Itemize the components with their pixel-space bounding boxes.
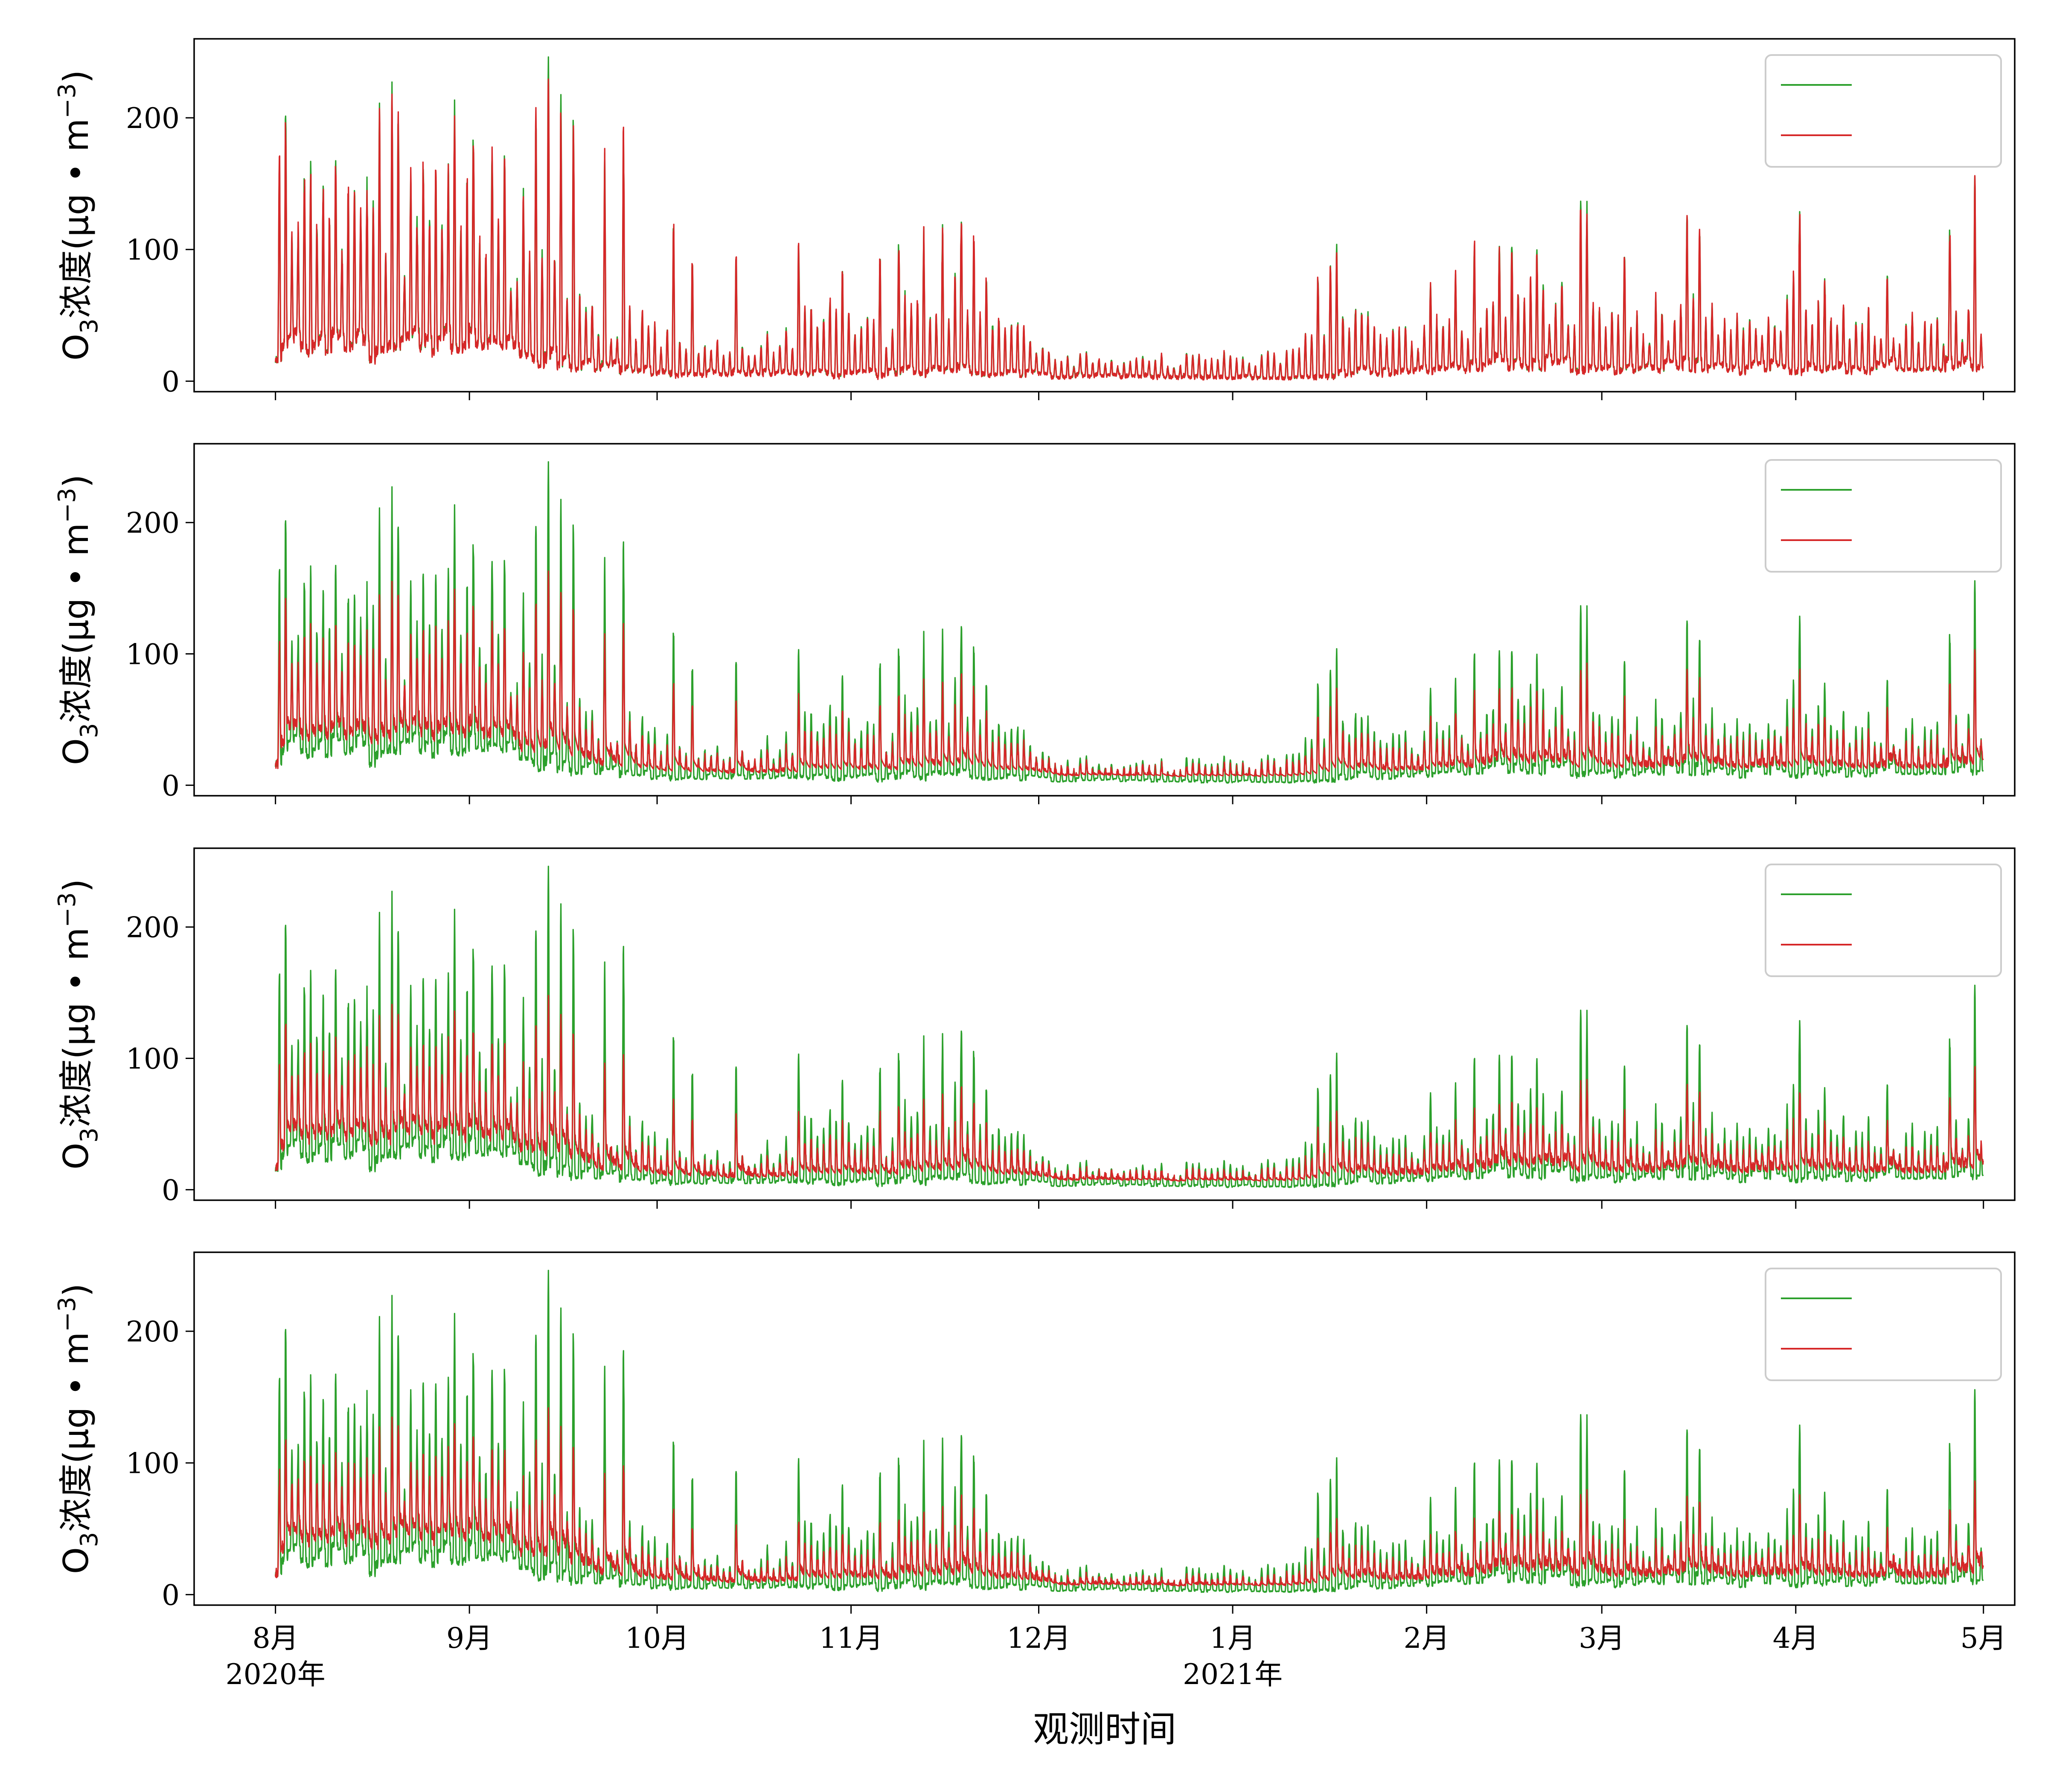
y-tick-label: 0 xyxy=(162,1174,180,1207)
y-tick-label: 100 xyxy=(126,638,180,671)
y-tick-label: 0 xyxy=(162,769,180,802)
x-tick-label: 12月 xyxy=(1007,1622,1071,1655)
x-tick-label: 9月 xyxy=(446,1622,492,1655)
plot-frame xyxy=(193,847,2016,1201)
legend xyxy=(1765,459,2002,573)
legend-box xyxy=(1765,1268,2002,1381)
y-tick-label: 200 xyxy=(126,507,180,540)
series-line-predicted xyxy=(275,995,1984,1182)
x-tick-label: 2月 xyxy=(1404,1622,1450,1655)
y-tick-label: 0 xyxy=(162,1579,180,1612)
x-tick-label: 11月 xyxy=(819,1622,883,1655)
plot-frame xyxy=(193,38,2016,393)
series-line-observed xyxy=(275,56,1984,380)
y-axis-label: O3浓度(μg • m−3) xyxy=(53,879,103,1169)
y-tick-label: 100 xyxy=(126,234,180,267)
series-line-observed xyxy=(275,461,1984,784)
chart-panel-3: 0 100 200 O3浓度(μg • m−3) xyxy=(53,847,2016,1209)
x-year-label: 2020年 xyxy=(226,1658,326,1691)
series-line-predicted xyxy=(275,1407,1984,1587)
y-tick-label: 100 xyxy=(126,1447,180,1480)
chart-panel-2: 0 100 200 O3浓度(μg • m−3) xyxy=(53,443,2016,804)
x-year-label: 2021年 xyxy=(1183,1658,1283,1691)
legend-box xyxy=(1765,864,2002,977)
plot-frame xyxy=(193,443,2016,797)
x-tick-label: 5月 xyxy=(1961,1622,2007,1655)
series-line-predicted xyxy=(275,570,1984,777)
legend xyxy=(1765,1268,2002,1381)
y-tick-label: 200 xyxy=(126,911,180,944)
legend-box xyxy=(1765,459,2002,573)
x-axis-label: 观测时间 xyxy=(1033,1708,1176,1750)
x-tick-label: 4月 xyxy=(1773,1622,1819,1655)
y-axis-label: O3浓度(μg • m−3) xyxy=(53,1283,103,1574)
legend-box xyxy=(1765,54,2002,168)
chart-panel-4: 0 100 200 8月 9月 10月 11月 12月 1月 2月 3月 4月 5月 2020年 2021年… xyxy=(53,1251,2016,1691)
series-line-predicted xyxy=(275,79,1984,381)
legend xyxy=(1765,864,2002,977)
y-tick-label: 200 xyxy=(126,102,180,135)
x-tick-label: 1月 xyxy=(1210,1622,1256,1655)
x-tick-label: 3月 xyxy=(1579,1622,1625,1655)
chart-panel-1: 0 100 200 O3浓度(μg • m−3) xyxy=(53,38,2016,400)
legend xyxy=(1765,54,2002,168)
x-tick-label: 10月 xyxy=(625,1622,689,1655)
y-axis-label: O3浓度(μg • m−3) xyxy=(53,474,103,765)
x-tick-label: 8月 xyxy=(253,1622,299,1655)
y-tick-label: 100 xyxy=(126,1043,180,1076)
y-tick-label: 200 xyxy=(126,1315,180,1348)
y-tick-label: 0 xyxy=(162,365,180,398)
plot-frame xyxy=(193,1251,2016,1606)
y-axis-label: O3浓度(μg • m−3) xyxy=(53,70,103,361)
